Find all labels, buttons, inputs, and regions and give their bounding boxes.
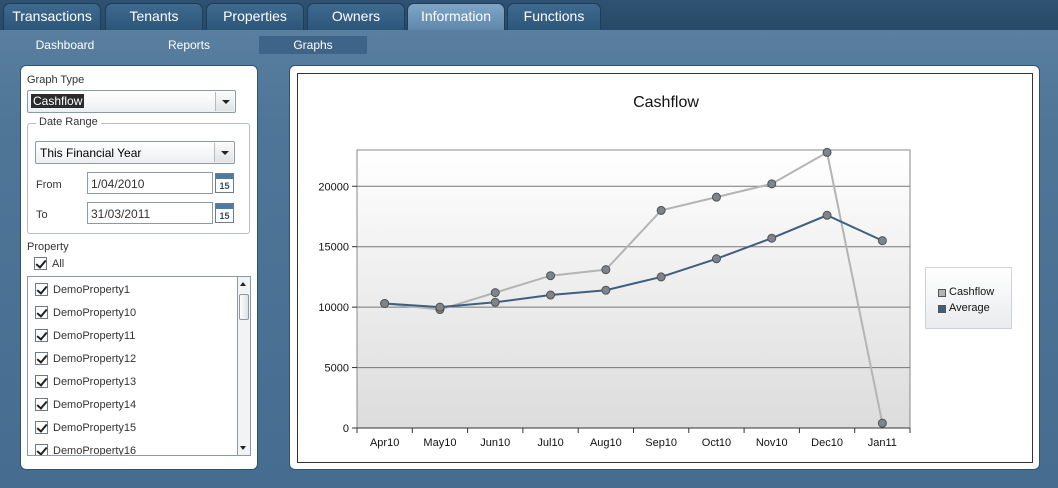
all-properties-checkbox[interactable] [34, 257, 47, 270]
date-range-value: This Financial Year [40, 146, 142, 160]
data-point [490, 297, 500, 307]
y-tick-label: 15000 [318, 242, 349, 254]
subnav-dashboard[interactable]: Dashboard [35, 38, 95, 52]
tab-tenants[interactable]: Tenants [105, 3, 203, 30]
property-checkbox[interactable] [35, 306, 48, 319]
scroll-up-icon[interactable] [240, 282, 246, 286]
tab-transactions[interactable]: Transactions [3, 3, 101, 30]
property-checkbox[interactable] [35, 444, 48, 455]
x-tick-label: Jun10 [480, 437, 510, 449]
data-point [877, 418, 887, 428]
tab-functions[interactable]: Functions [507, 3, 601, 30]
property-checkbox[interactable] [35, 352, 48, 365]
from-label: From [36, 179, 62, 191]
date-range-group: Date Range This Financial Year From 1/04… [27, 116, 250, 234]
calendar-icon[interactable]: 15 [215, 173, 234, 193]
data-point [822, 210, 832, 220]
subnav-reports[interactable]: Reports [167, 38, 211, 52]
x-tick-label: Nov10 [756, 437, 788, 449]
property-list: DemoProperty1 DemoProperty10 DemoPropert… [27, 276, 238, 456]
chart-panel: Cashflow 0 5000 10000 15000 20000 Apr10 May10 J… [289, 65, 1040, 470]
x-tick-label: Sep10 [645, 437, 677, 449]
cashflow-chart: 0 5000 10000 15000 20000 Apr10 May10 Jun10 Jul10… [318, 147, 911, 449]
all-label: All [52, 258, 65, 270]
property-name: DemoProperty11 [53, 330, 136, 342]
property-checkbox[interactable] [35, 329, 48, 342]
property-name: DemoProperty10 [53, 307, 137, 319]
data-point [601, 265, 611, 275]
property-name: DemoProperty1 [53, 284, 131, 296]
date-range-select[interactable]: This Financial Year [35, 141, 235, 164]
property-checkbox[interactable] [35, 421, 48, 434]
series-line-average [384, 214, 883, 309]
to-label: To [36, 209, 48, 221]
property-name: DemoProperty12 [53, 353, 137, 365]
date-range-label: Date Range [36, 116, 101, 128]
top-tab-bar: Transactions Tenants Properties Owners I… [0, 0, 1058, 30]
x-tick-label: Apr10 [370, 437, 399, 449]
tab-owners[interactable]: Owners [307, 3, 405, 30]
x-tick-label: Oct10 [702, 437, 731, 449]
graph-type-value: Cashflow [31, 94, 85, 108]
property-name: DemoProperty15 [53, 422, 137, 434]
legend-label: Cashflow [949, 286, 995, 298]
data-point [656, 205, 666, 215]
chart-title: Cashflow [633, 94, 699, 111]
property-checkbox[interactable] [35, 398, 48, 411]
property-name: DemoProperty13 [53, 376, 137, 388]
data-point [380, 299, 390, 309]
series-line-cashflow [384, 150, 884, 424]
y-tick-label: 5000 [325, 363, 349, 375]
data-point [546, 290, 556, 300]
property-label: Property [27, 241, 69, 253]
data-point [877, 236, 887, 246]
data-point [546, 271, 556, 281]
legend-label: Average [949, 302, 990, 314]
data-point [767, 179, 777, 189]
calendar-day: 15 [219, 211, 230, 221]
tab-information[interactable]: Information [407, 3, 505, 30]
plot-area [356, 149, 911, 429]
subnav-graphs[interactable]: Graphs [259, 36, 367, 54]
y-tick-label: 20000 [318, 181, 349, 193]
graph-type-select[interactable]: Cashflow [27, 90, 236, 113]
calendar-icon[interactable]: 15 [215, 203, 234, 223]
data-point [822, 147, 832, 157]
x-tick-label: Dec10 [811, 437, 843, 449]
scroll-down-icon[interactable] [240, 446, 246, 450]
property-list-scrollbar[interactable] [238, 276, 251, 456]
y-tick-label: 10000 [318, 302, 349, 314]
chevron-down-icon[interactable] [215, 92, 234, 111]
legend-swatch [938, 289, 946, 297]
calendar-day: 15 [219, 181, 230, 191]
filter-panel: Graph Type Cashflow Date Range This Fina… [20, 65, 258, 470]
y-tick-label: 0 [343, 423, 349, 435]
property-name: DemoProperty14 [53, 399, 137, 411]
tab-properties[interactable]: Properties [206, 3, 304, 30]
data-point [490, 288, 500, 298]
graph-type-label: Graph Type [27, 74, 85, 86]
data-point [711, 192, 721, 202]
from-date-input[interactable]: 1/04/2010 [87, 172, 213, 194]
to-date-input[interactable]: 31/03/2011 [87, 202, 213, 224]
scroll-thumb[interactable] [239, 294, 249, 320]
data-point [767, 233, 777, 243]
x-tick-label: Aug10 [590, 437, 622, 449]
data-point [435, 302, 445, 312]
property-checkbox[interactable] [35, 283, 48, 296]
x-tick-label: Jan11 [868, 437, 897, 449]
x-tick-label: May10 [423, 437, 456, 449]
property-name: DemoProperty16 [53, 445, 137, 456]
chart-frame: Cashflow 0 5000 10000 15000 20000 Apr10 May10 J… [297, 73, 1033, 463]
legend-swatch [938, 305, 946, 313]
chart-legend: Cashflow Average [925, 267, 1012, 329]
data-point [601, 285, 611, 295]
x-tick-label: Jul10 [537, 437, 563, 449]
data-point [656, 272, 666, 282]
chevron-down-icon[interactable] [214, 143, 233, 162]
data-point [711, 254, 721, 264]
property-checkbox[interactable] [35, 375, 48, 388]
